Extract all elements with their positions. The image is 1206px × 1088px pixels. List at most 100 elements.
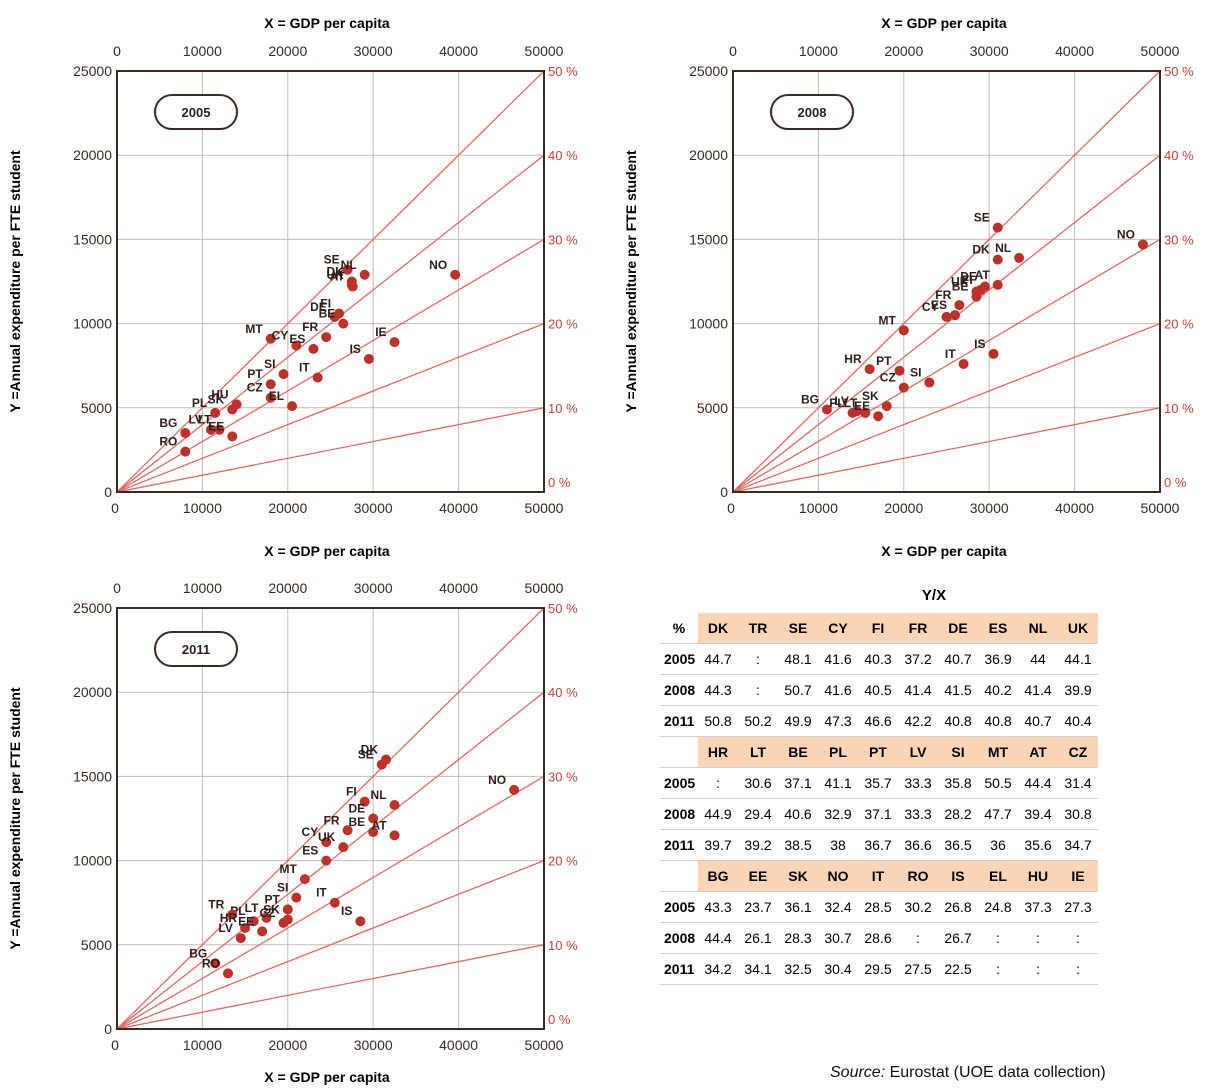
- data-point-cy: [941, 311, 952, 322]
- table-cell: 29.5: [858, 953, 898, 985]
- y-tick-label: 5000: [81, 937, 112, 953]
- country-header: BG: [698, 860, 738, 892]
- data-label-lt: LT: [844, 396, 858, 410]
- data-label-bg: BG: [189, 946, 207, 960]
- data-point-es: [950, 310, 961, 321]
- data-point-sk: [227, 404, 238, 415]
- y-tick-label: 20000: [689, 147, 728, 163]
- data-label-no: NO: [488, 773, 506, 787]
- x-axis-title-bottom: X = GDP per capita: [881, 543, 1007, 559]
- table-cell: 27.5: [898, 953, 938, 985]
- data-label-pt: PT: [876, 354, 892, 368]
- table-cell: 38.5: [778, 829, 818, 861]
- percent-tick-label: 50 %: [548, 64, 578, 79]
- x-tick-label-bottom: 10000: [183, 1037, 222, 1053]
- data-point-mt: [265, 333, 276, 344]
- country-header: HU: [1018, 860, 1058, 892]
- data-point-ee: [227, 431, 238, 442]
- percent-tick-label: 40 %: [548, 685, 578, 700]
- percent-tick-label: 10 %: [548, 938, 578, 953]
- table-cell: 50.8: [698, 705, 738, 737]
- country-header: BE: [778, 736, 818, 768]
- data-label-be: BE: [319, 307, 336, 321]
- country-header: NL: [1018, 613, 1058, 644]
- table-cell: 30.7: [818, 922, 858, 954]
- x-axis-title: X = GDP per capita: [264, 1069, 390, 1085]
- percent-tick-label: 20 %: [548, 854, 578, 869]
- table-row: 2005:30.6 37.1 41.1 35.7 33.3 35.8 50.5 44.4 31.…: [660, 767, 1098, 799]
- table-cell: 37.1: [858, 798, 898, 830]
- data-point-ie: [389, 337, 400, 348]
- y-tick-label: 10000: [73, 853, 112, 869]
- data-point-at: [992, 279, 1003, 290]
- x-tick-label-top: 40000: [439, 580, 478, 596]
- x-tick-label-top: 50000: [525, 580, 564, 596]
- y-tick-label: 15000: [73, 231, 112, 247]
- data-label-ie: IE: [375, 325, 386, 339]
- table-cell: 34.2: [698, 953, 738, 985]
- country-header: RO: [898, 860, 938, 892]
- table-cell: :: [978, 922, 1018, 954]
- x-tick-label-bottom: 0: [727, 500, 735, 516]
- data-point-uk: [346, 279, 357, 290]
- x-axis-title-top: X = GDP per capita: [264, 543, 390, 559]
- data-label-nl: NL: [341, 258, 357, 272]
- data-label-ee: EE: [238, 914, 254, 928]
- y-tick-label: 0: [720, 484, 728, 500]
- table-cell: 32.9: [818, 798, 858, 830]
- year-badge: [770, 94, 854, 130]
- data-label-es: ES: [289, 332, 305, 346]
- data-label-uk: UK: [951, 275, 969, 289]
- data-label-se: SE: [358, 748, 374, 762]
- ratio-line-50: [116, 70, 545, 493]
- table-cell: :: [978, 953, 1018, 985]
- table-row: 2008 44.3:50.7 41.6 40.5 41.4 41.5 40.2 41.4 39.…: [660, 674, 1098, 706]
- data-point-lv: [235, 933, 246, 944]
- data-point-cy: [291, 340, 302, 351]
- country-header: AT: [1018, 736, 1058, 768]
- data-label-is: IS: [341, 904, 352, 918]
- data-point-se: [992, 222, 1003, 233]
- data-label-pl: PL: [829, 396, 844, 410]
- data-point-mt: [898, 325, 909, 336]
- ratio-line-20: [116, 322, 545, 493]
- country-header: DK: [698, 613, 738, 644]
- country-header: PT: [858, 736, 898, 768]
- y-tick-label: 25000: [689, 63, 728, 79]
- percent-tick-label: 30 %: [548, 232, 578, 247]
- country-header: FI: [858, 613, 898, 644]
- data-point-si: [278, 369, 289, 380]
- data-label-fr: FR: [324, 813, 340, 827]
- data-point-lt: [261, 912, 272, 923]
- table-cell: 47.7: [978, 798, 1018, 830]
- x-tick-label-bottom: 20000: [268, 1037, 307, 1053]
- data-label-fi: FI: [320, 296, 331, 310]
- y-tick-label: 0: [104, 484, 112, 500]
- x-tick-label-top: 20000: [884, 43, 923, 59]
- country-header: SK: [778, 860, 818, 892]
- table-cell: 29.4: [738, 798, 778, 830]
- percent-tick-label: 10 %: [1164, 401, 1194, 416]
- country-header: DE: [938, 613, 978, 644]
- x-tick-label-bottom: 30000: [354, 500, 393, 516]
- country-header: EL: [978, 860, 1018, 892]
- table-cell: 42.2: [898, 705, 938, 737]
- table-cell: 23.7: [738, 891, 778, 923]
- table-cell: 39.9: [1058, 674, 1098, 706]
- country-header: IE: [1058, 860, 1098, 892]
- ratio-line-20: [732, 322, 1161, 493]
- x-tick-label-bottom: 30000: [354, 1037, 393, 1053]
- y-tick-label: 5000: [697, 400, 728, 416]
- data-label-hu: HU: [211, 387, 228, 401]
- y-tick-label: 15000: [689, 231, 728, 247]
- table-cell: 22.5: [938, 953, 978, 985]
- table-cell: 40.4: [1058, 705, 1098, 737]
- table-cell: 44.7: [698, 643, 738, 675]
- country-header: NO: [818, 860, 858, 892]
- data-point-bg: [821, 404, 832, 415]
- data-label-pt: PT: [264, 892, 280, 906]
- data-point-tr: [227, 909, 238, 920]
